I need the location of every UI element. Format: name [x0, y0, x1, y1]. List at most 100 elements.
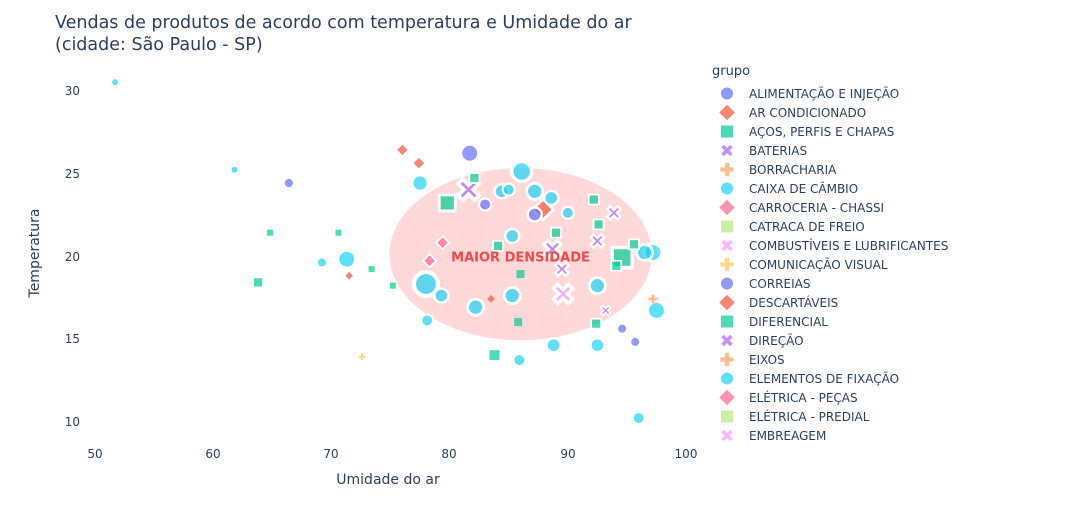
legend-item[interactable]: AR CONDICIONADO — [712, 103, 948, 122]
data-point[interactable] — [487, 348, 502, 363]
legend-item-label: ELÉTRICA - PREDIAL — [749, 409, 870, 424]
data-point[interactable] — [459, 142, 481, 164]
circle-marker-icon — [721, 372, 733, 385]
data-point[interactable] — [599, 304, 612, 317]
data-point[interactable] — [648, 294, 658, 304]
data-point[interactable] — [501, 182, 516, 197]
data-point[interactable] — [433, 287, 450, 304]
data-point[interactable] — [509, 159, 534, 184]
data-point[interactable] — [231, 166, 238, 173]
data-point[interactable] — [631, 337, 640, 346]
data-point[interactable] — [487, 294, 495, 303]
legend-item[interactable]: DIREÇÃO — [712, 331, 948, 350]
legend-item[interactable]: BORRACHARIA — [712, 160, 948, 179]
legend-item[interactable]: BATERIAS — [712, 141, 948, 160]
legend-item[interactable]: ALIMENTAÇÃO E INJEÇÃO — [712, 84, 948, 103]
legend-item[interactable]: COMUNICAÇÃO VISUAL — [712, 255, 948, 274]
data-point[interactable] — [411, 155, 427, 171]
data-point[interactable] — [631, 410, 646, 426]
circle-marker-icon — [721, 182, 733, 195]
legend-item[interactable]: EIXOS — [712, 350, 948, 369]
legend-item[interactable]: DIFERENCIAL — [712, 312, 948, 331]
y-tick: 10 — [64, 415, 80, 429]
legend-item[interactable]: CORREIAS — [712, 274, 948, 293]
data-point[interactable] — [590, 317, 603, 330]
data-point[interactable] — [410, 173, 430, 193]
data-point[interactable] — [589, 336, 606, 354]
data-point[interactable] — [525, 181, 545, 201]
data-point[interactable] — [541, 238, 564, 261]
data-point[interactable] — [605, 204, 623, 222]
data-point[interactable] — [420, 313, 435, 328]
y-tick: 30 — [64, 84, 80, 98]
data-point[interactable] — [478, 197, 493, 212]
data-point[interactable] — [550, 226, 562, 239]
x-tick: 50 — [87, 447, 103, 461]
data-point[interactable] — [592, 218, 605, 231]
data-point[interactable] — [389, 282, 396, 289]
data-point[interactable] — [543, 189, 560, 207]
data-point[interactable] — [455, 176, 482, 203]
data-point[interactable] — [610, 259, 623, 272]
data-point[interactable] — [411, 269, 441, 299]
data-point[interactable] — [252, 276, 264, 289]
legend-item-label: EMBREAGEM — [749, 428, 827, 443]
data-point[interactable] — [587, 193, 600, 206]
data-point[interactable] — [421, 253, 438, 269]
legend-item[interactable]: AÇOS, PERFIS E CHAPAS — [712, 122, 948, 141]
data-point[interactable] — [635, 243, 655, 262]
data-point[interactable] — [335, 229, 342, 236]
data-point[interactable] — [502, 286, 522, 305]
data-point[interactable] — [504, 227, 521, 245]
legend-item-label: CORREIAS — [749, 276, 811, 291]
legend-item-label: CARROCERIA - CHASSI — [749, 200, 885, 215]
data-point[interactable] — [336, 248, 358, 270]
legend-item[interactable]: ELEMENTOS DE FIXAÇÃO — [712, 369, 948, 388]
square-marker-icon — [721, 410, 733, 423]
data-point[interactable] — [358, 353, 366, 361]
data-point[interactable] — [512, 353, 527, 368]
data-point[interactable] — [282, 177, 295, 189]
data-point[interactable] — [514, 318, 523, 327]
data-point[interactable] — [434, 234, 451, 251]
cross-marker-icon — [720, 257, 734, 272]
legend-item-label: ALIMENTAÇÃO E INJEÇÃO — [749, 86, 900, 101]
data-point[interactable] — [553, 260, 571, 278]
data-point[interactable] — [587, 276, 607, 296]
data-point[interactable] — [468, 172, 481, 184]
legend-item[interactable]: CAIXA DE CÂMBIO — [712, 179, 948, 198]
data-point[interactable] — [618, 324, 627, 333]
data-point[interactable] — [466, 297, 486, 317]
data-point[interactable] — [516, 270, 525, 279]
legend-item[interactable]: DESCARTÁVEIS — [712, 293, 948, 312]
legend-item[interactable]: CARROCERIA - CHASSI — [712, 198, 948, 217]
data-point[interactable] — [317, 258, 326, 267]
data-point[interactable] — [345, 271, 354, 280]
legend-item[interactable]: ELÉTRICA - PREDIAL — [712, 407, 948, 426]
legend-item[interactable]: ELÉTRICA - PEÇAS — [712, 388, 948, 407]
data-point[interactable] — [628, 238, 640, 251]
data-point[interactable] — [588, 232, 606, 250]
data-point[interactable] — [560, 205, 575, 220]
legend-item[interactable]: COMBUSTÍVEIS E LUBRIFICANTES — [712, 236, 948, 255]
legend-item[interactable]: EMBREAGEM — [712, 426, 948, 445]
data-point[interactable] — [397, 144, 408, 156]
legend-item[interactable]: CATRACA DE FREIO — [712, 217, 948, 236]
data-point[interactable] — [492, 240, 504, 252]
data-point[interactable] — [526, 206, 543, 223]
square-marker-icon — [721, 125, 733, 138]
data-point[interactable] — [266, 229, 273, 236]
cross-marker-icon — [720, 352, 734, 367]
data-point[interactable] — [437, 193, 457, 213]
legend-item-label: DIFERENCIAL — [749, 314, 828, 329]
y-tick: 20 — [64, 250, 80, 264]
data-point[interactable] — [368, 266, 375, 273]
data-point[interactable] — [545, 336, 562, 354]
scatter-points-layer — [112, 79, 668, 426]
data-point[interactable] — [112, 79, 119, 86]
data-point[interactable] — [645, 299, 668, 322]
legend-item-label: CATRACA DE FREIO — [749, 219, 865, 234]
x-marker-icon — [721, 144, 733, 157]
data-point[interactable] — [551, 281, 576, 306]
